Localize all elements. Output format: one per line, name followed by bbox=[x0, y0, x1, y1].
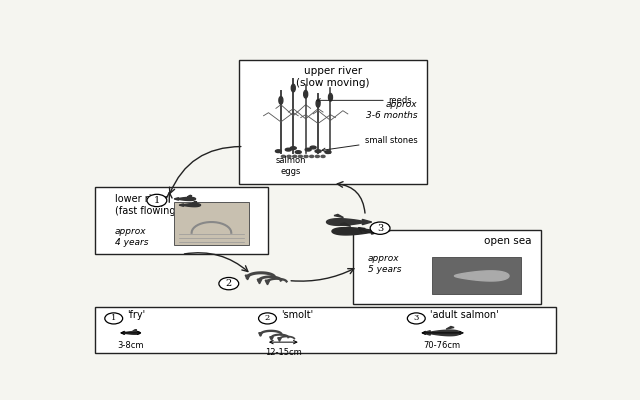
Polygon shape bbox=[446, 326, 454, 329]
Polygon shape bbox=[340, 223, 351, 226]
Polygon shape bbox=[124, 332, 140, 334]
Text: lower river
(fast flowing): lower river (fast flowing) bbox=[115, 194, 179, 216]
Text: 3-8cm: 3-8cm bbox=[117, 341, 144, 350]
Text: 3: 3 bbox=[413, 314, 419, 322]
Ellipse shape bbox=[287, 155, 291, 158]
Text: 'fry': 'fry' bbox=[127, 310, 145, 320]
Ellipse shape bbox=[282, 155, 285, 158]
Polygon shape bbox=[372, 228, 382, 234]
Polygon shape bbox=[362, 219, 372, 225]
Circle shape bbox=[408, 313, 425, 324]
Ellipse shape bbox=[310, 146, 316, 149]
Polygon shape bbox=[193, 202, 197, 203]
Text: 70-76cm: 70-76cm bbox=[424, 341, 461, 350]
Polygon shape bbox=[454, 271, 509, 281]
Text: 12-15cm: 12-15cm bbox=[265, 348, 301, 357]
Text: 2: 2 bbox=[265, 314, 270, 322]
Text: 3: 3 bbox=[377, 224, 383, 233]
Polygon shape bbox=[133, 330, 137, 331]
Text: 1: 1 bbox=[111, 314, 116, 322]
Ellipse shape bbox=[285, 148, 291, 151]
FancyBboxPatch shape bbox=[239, 60, 428, 184]
Text: upper river
(slow moving): upper river (slow moving) bbox=[296, 66, 370, 88]
Text: open sea: open sea bbox=[484, 236, 531, 246]
Text: salmon
eggs: salmon eggs bbox=[276, 156, 306, 176]
Polygon shape bbox=[179, 204, 184, 206]
Ellipse shape bbox=[291, 84, 295, 92]
Ellipse shape bbox=[316, 100, 320, 107]
Polygon shape bbox=[429, 330, 460, 336]
Text: 2: 2 bbox=[226, 279, 232, 288]
Ellipse shape bbox=[304, 155, 308, 158]
Ellipse shape bbox=[321, 155, 325, 158]
Ellipse shape bbox=[304, 90, 308, 98]
FancyBboxPatch shape bbox=[95, 186, 269, 254]
Ellipse shape bbox=[298, 155, 302, 158]
Ellipse shape bbox=[310, 155, 314, 158]
Polygon shape bbox=[332, 228, 374, 235]
FancyBboxPatch shape bbox=[353, 230, 541, 304]
Text: approx
3-6 months: approx 3-6 months bbox=[365, 100, 417, 120]
Circle shape bbox=[370, 222, 390, 234]
Text: approx
5 years: approx 5 years bbox=[368, 254, 401, 274]
Polygon shape bbox=[188, 195, 192, 197]
Ellipse shape bbox=[325, 151, 331, 154]
Ellipse shape bbox=[315, 150, 321, 152]
Ellipse shape bbox=[328, 94, 332, 101]
Polygon shape bbox=[422, 331, 430, 335]
Polygon shape bbox=[178, 197, 196, 200]
Text: reeds: reeds bbox=[317, 96, 412, 105]
Polygon shape bbox=[334, 214, 344, 218]
Text: small stones: small stones bbox=[322, 136, 417, 152]
Ellipse shape bbox=[275, 150, 282, 152]
Ellipse shape bbox=[316, 155, 319, 158]
FancyBboxPatch shape bbox=[432, 258, 522, 294]
Ellipse shape bbox=[291, 147, 296, 150]
Circle shape bbox=[105, 313, 123, 324]
Text: 'adult salmon': 'adult salmon' bbox=[429, 310, 499, 320]
Circle shape bbox=[147, 194, 167, 207]
Ellipse shape bbox=[305, 148, 311, 151]
Polygon shape bbox=[121, 332, 125, 334]
FancyBboxPatch shape bbox=[95, 307, 556, 353]
Circle shape bbox=[259, 313, 276, 324]
Text: approx
4 years: approx 4 years bbox=[115, 227, 148, 247]
Ellipse shape bbox=[279, 96, 283, 104]
Ellipse shape bbox=[292, 155, 297, 158]
Polygon shape bbox=[326, 219, 364, 225]
Text: 'smolt': 'smolt' bbox=[281, 310, 313, 320]
Polygon shape bbox=[174, 198, 179, 200]
Ellipse shape bbox=[295, 151, 301, 154]
Text: 1: 1 bbox=[154, 196, 160, 205]
Polygon shape bbox=[182, 204, 200, 207]
Circle shape bbox=[219, 278, 239, 290]
FancyBboxPatch shape bbox=[174, 202, 248, 245]
